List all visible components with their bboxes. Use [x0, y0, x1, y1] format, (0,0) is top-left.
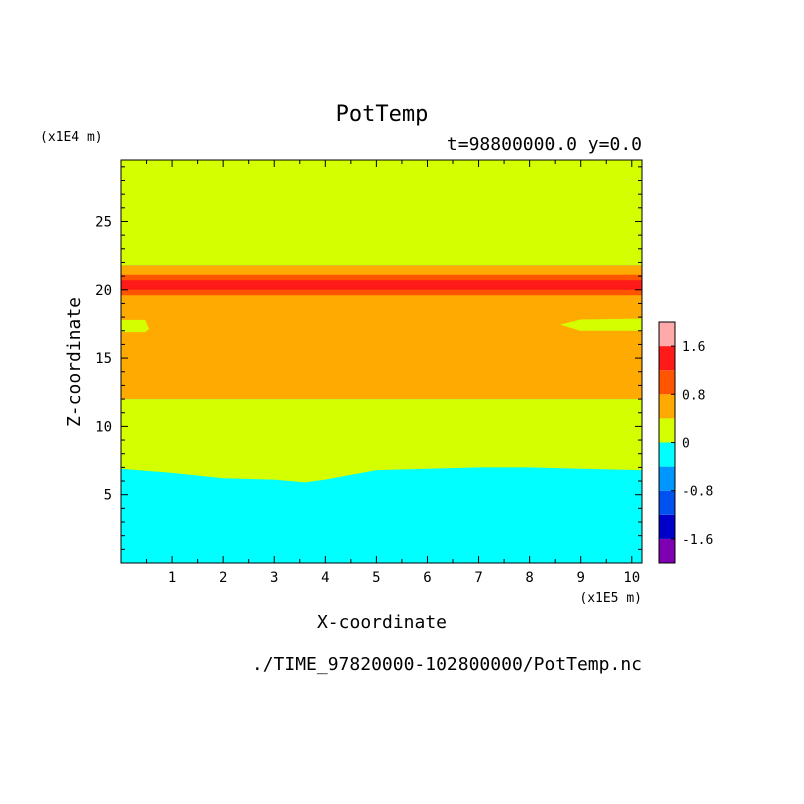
colorbar-tick-label: 0.8	[682, 388, 705, 403]
x-tick-label: 1	[168, 570, 176, 586]
chart-subtitle: t=98800000.0 y=0.0	[447, 134, 642, 155]
y-tick-label: 20	[95, 283, 112, 299]
x-tick-label: 5	[372, 570, 380, 586]
colorbar-tick-label: 0	[682, 437, 690, 452]
x-tick-label: 7	[474, 570, 482, 586]
y-unit-label: (x1E4 m)	[40, 130, 103, 145]
contour-band	[121, 399, 642, 483]
x-tick-label: 6	[423, 570, 431, 586]
axes: 1 2 3 4 5 6 7 8 9 10 5 10 15 20 25	[95, 159, 643, 586]
file-path: ./TIME_97820000-102800000/PotTemp.nc	[252, 654, 642, 675]
colorbar-segment	[659, 370, 675, 395]
colorbar-tick-label: -0.8	[682, 485, 713, 500]
x-axis-title: X-coordinate	[317, 612, 447, 633]
contour-band	[121, 160, 642, 266]
colorbar: 1.6 0.8 0 -0.8 -1.6	[658, 321, 713, 564]
colorbar-tick-label: 1.6	[682, 340, 705, 355]
x-tick-label: 3	[270, 570, 278, 586]
x-tick-label: 9	[576, 570, 584, 586]
y-tick-label: 15	[95, 351, 112, 367]
x-tick-label: 8	[525, 570, 533, 586]
chart-title: PotTemp	[336, 102, 429, 127]
colorbar-segment	[659, 490, 675, 515]
contour-intrusion	[121, 319, 150, 333]
contour-intrusion	[560, 318, 642, 331]
colorbar-segment	[659, 538, 675, 563]
colorbar-segment	[659, 442, 675, 467]
colorbar-segment	[659, 322, 675, 347]
y-axis-title: Z-coordinate	[64, 297, 85, 427]
colorbar-segment	[659, 418, 675, 443]
plot-frame	[120, 159, 643, 564]
colorbar-segment	[659, 346, 675, 371]
plot-area	[121, 160, 642, 563]
x-tick-label: 2	[219, 570, 227, 586]
colorbar-segment	[659, 514, 675, 539]
colorbar-segment	[659, 394, 675, 419]
y-tick-label: 25	[95, 214, 112, 230]
contour-band	[121, 280, 642, 290]
colorbar-segment	[659, 466, 675, 491]
y-tick-label: 5	[104, 488, 112, 504]
x-tick-label: 4	[321, 570, 329, 586]
colorbar-tick-label: -1.6	[682, 533, 713, 548]
y-tick-label: 10	[95, 419, 112, 435]
x-tick-label: 10	[623, 570, 640, 586]
x-unit-label: (x1E5 m)	[579, 591, 642, 606]
